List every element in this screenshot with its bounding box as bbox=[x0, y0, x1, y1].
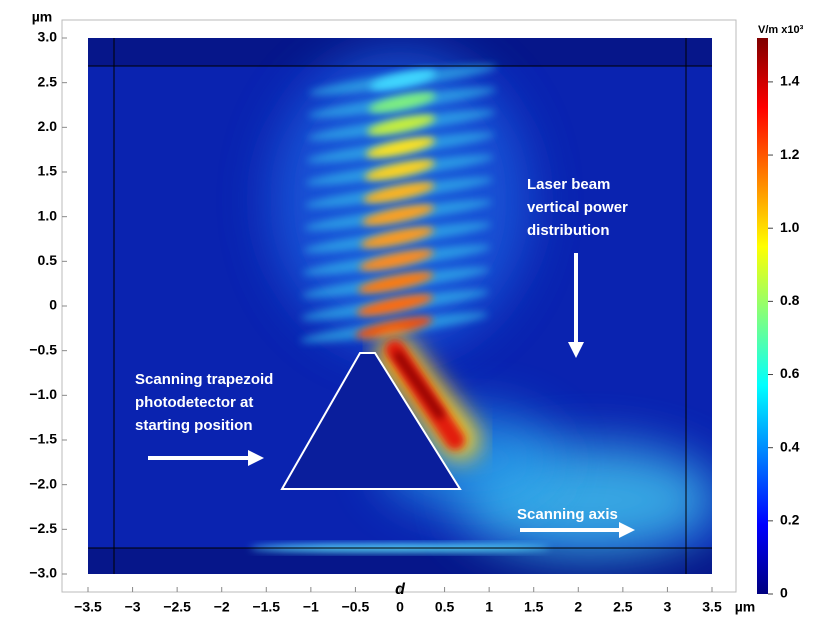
fringe bbox=[358, 271, 434, 294]
y-tick-label: 0 bbox=[49, 297, 57, 313]
fringe bbox=[361, 204, 435, 226]
fringe bbox=[365, 137, 436, 158]
y-unit: µm bbox=[32, 9, 53, 25]
colorbar-tick-label: 1.0 bbox=[780, 219, 800, 235]
y-tick-label: 1.0 bbox=[38, 207, 58, 223]
y-tick-label: −3.0 bbox=[29, 565, 57, 581]
x-tick-label: 1 bbox=[485, 599, 493, 615]
x-tick-label: −2 bbox=[214, 599, 230, 615]
x-tick-label: 0.5 bbox=[435, 599, 455, 615]
colorbar-tick-label: 0 bbox=[780, 585, 788, 601]
colorbar bbox=[757, 38, 768, 594]
x-tick-label: −2.5 bbox=[163, 599, 191, 615]
x-tick-label: 3.5 bbox=[702, 599, 722, 615]
y-tick-label: 1.5 bbox=[38, 163, 58, 179]
fringe bbox=[363, 182, 435, 203]
x-tick-label: −0.5 bbox=[342, 599, 370, 615]
fringe bbox=[364, 159, 436, 181]
y-tick-label: 3.0 bbox=[38, 29, 58, 45]
x-tick-label: 0 bbox=[396, 599, 404, 615]
annotation: Laser beam bbox=[527, 176, 610, 193]
annotation: distribution bbox=[527, 222, 610, 239]
colorbar-tick-label: 0.2 bbox=[780, 512, 800, 528]
y-tick-label: −1.0 bbox=[29, 386, 57, 402]
y-tick-label: −2.5 bbox=[29, 520, 57, 536]
x-unit: µm bbox=[735, 599, 756, 615]
y-tick-label: 2.5 bbox=[38, 73, 58, 89]
y-tick-label: −1.5 bbox=[29, 431, 57, 447]
x-tick-label: −1 bbox=[303, 599, 319, 615]
x-tick-label: 1.5 bbox=[524, 599, 544, 615]
fringe bbox=[356, 294, 434, 316]
x-tick-label: −3 bbox=[125, 599, 141, 615]
x-axis-label: d bbox=[395, 581, 406, 598]
x-tick-label: −3.5 bbox=[74, 599, 102, 615]
fringe bbox=[367, 115, 436, 135]
annotation: Scanning trapezoid bbox=[135, 371, 273, 388]
field bbox=[88, 38, 712, 574]
fringe bbox=[355, 316, 433, 339]
fringe bbox=[360, 227, 435, 248]
fringe bbox=[359, 249, 434, 271]
colorbar-tick-label: 1.2 bbox=[780, 146, 800, 162]
y-tick-label: −0.5 bbox=[29, 341, 57, 357]
y-tick-label: 0.5 bbox=[38, 252, 58, 268]
annotation: starting position bbox=[135, 417, 253, 434]
colorbar-label: V/m x10³ bbox=[758, 24, 804, 36]
annotation: photodetector at bbox=[135, 394, 253, 411]
x-tick-label: 2 bbox=[574, 599, 582, 615]
fringe bbox=[368, 92, 436, 113]
annotation: Scanning axis bbox=[517, 506, 618, 523]
y-tick-label: −2.0 bbox=[29, 475, 57, 491]
x-tick-label: −1.5 bbox=[252, 599, 280, 615]
fringe bbox=[369, 70, 437, 90]
colorbar-tick-label: 1.4 bbox=[780, 73, 800, 89]
x-tick-label: 3 bbox=[664, 599, 672, 615]
y-tick-label: 2.0 bbox=[38, 118, 58, 134]
colorbar-tick-label: 0.4 bbox=[780, 438, 800, 454]
annotation: vertical power bbox=[527, 199, 628, 216]
colorbar-tick-label: 0.6 bbox=[780, 365, 800, 381]
annotation-arrows bbox=[148, 253, 635, 538]
colorbar-tick-label: 0.8 bbox=[780, 292, 800, 308]
x-tick-label: 2.5 bbox=[613, 599, 633, 615]
